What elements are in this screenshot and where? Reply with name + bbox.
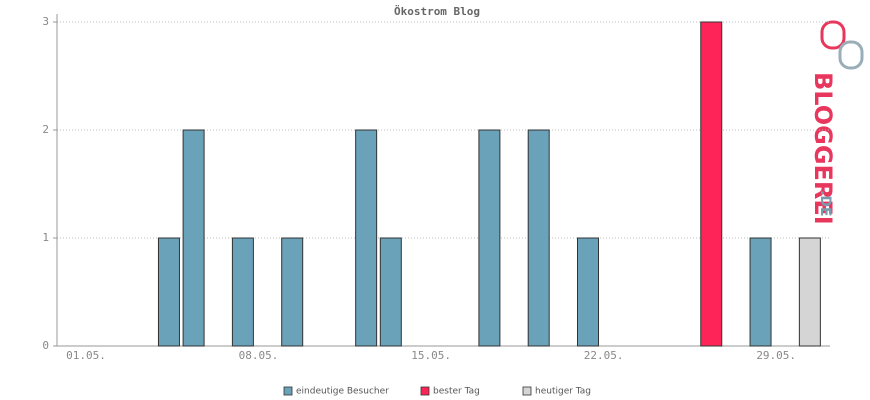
logo-icon — [838, 40, 864, 70]
bar — [700, 21, 723, 347]
y-tick-label: 1 — [42, 231, 49, 244]
bar — [231, 237, 254, 347]
legend-swatch — [522, 386, 532, 396]
x-tick-label: 08.05. — [239, 349, 279, 362]
logo-text: BLOGGEREI — [809, 72, 837, 225]
y-tick-label: 2 — [42, 123, 49, 136]
logo: BLOGGEREI .DE — [809, 20, 864, 225]
x-tick-label: 22.05. — [584, 349, 624, 362]
bar — [355, 129, 378, 347]
x-tick-label: 15.05. — [411, 349, 451, 362]
bar — [157, 237, 180, 347]
logo-icon — [820, 20, 846, 50]
chart-title: Ökostrom Blog — [394, 4, 480, 18]
legend-label: eindeutige Besucher — [296, 387, 389, 397]
logo-text: .DE — [817, 190, 833, 217]
legend-swatch — [283, 386, 293, 396]
legend-label: bester Tag — [433, 387, 480, 397]
legend-label: heutiger Tag — [535, 387, 591, 397]
bar — [379, 237, 402, 347]
bar — [577, 237, 599, 347]
legend-swatch — [420, 386, 430, 396]
bar — [281, 237, 304, 347]
bar — [798, 237, 821, 347]
bar — [749, 237, 772, 347]
bar — [182, 129, 205, 347]
x-tick-label: 01.05. — [66, 349, 106, 362]
bar — [478, 129, 501, 347]
y-tick-label: 0 — [42, 339, 49, 352]
y-tick-label: 3 — [42, 15, 49, 28]
x-tick-label: 29.05. — [756, 349, 796, 362]
bar — [527, 129, 550, 347]
